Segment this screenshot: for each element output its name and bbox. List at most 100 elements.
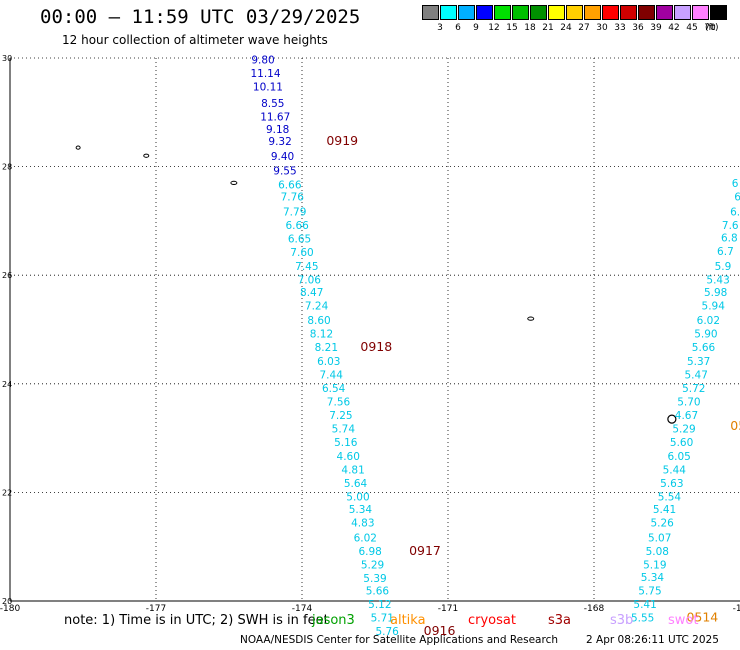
island-outline [230,180,238,185]
legend-swatch [710,5,727,20]
wave-height-value: 11.14 [250,68,280,80]
wave-height-value: 7.79 [283,206,306,218]
footer-note: note: 1) Time is in UTC; 2) SWH is in fe… [64,613,329,628]
wave-height-value: 6. [730,206,740,218]
legend-label: 39 [650,23,662,33]
satellite-cryosat: cryosat [468,613,516,628]
chart-subtitle: 12 hour collection of altimeter wave hei… [62,33,328,47]
wave-height-value: 7.24 [305,300,329,312]
x-tick-label: -168 [584,604,605,614]
x-tick-label: -174 [292,604,313,614]
legend-label: 18 [524,23,536,33]
x-tick-label: -171 [438,604,458,614]
wave-height-value: 5.34 [641,572,665,584]
wave-height-value: 6.02 [697,315,720,327]
legend-swatch [422,5,439,20]
wave-height-value: 5.55 [631,613,654,625]
wave-height-value: 5.29 [672,424,695,436]
wave-height-value: 5.34 [349,504,373,516]
satellite-altika: altika [390,613,426,628]
legend-swatch [620,5,637,20]
legend-units: (ft) [705,23,719,33]
legend-label: 15 [506,23,518,33]
pass-time-label: 0916 [424,623,456,638]
wave-height-value: 7.45 [295,261,318,273]
legend-swatch [566,5,583,20]
wave-height-value: 8.47 [300,287,323,299]
y-tick-label: 20 [2,597,12,606]
wave-height-value: 9.18 [266,124,289,136]
wave-height-value: 8.12 [310,329,333,341]
satellite-s3b: s3b [610,613,634,628]
wave-height-value: 4.67 [675,410,698,422]
pass-time-label: 0917 [409,543,441,558]
wave-height-value: 5.74 [332,424,356,436]
wave-height-value: 5.43 [706,274,729,286]
wave-height-value: 6.65 [288,234,311,246]
wave-height-value: 5.90 [694,329,717,341]
legend-swatch [530,5,547,20]
wave-height-value: 7.76 [281,191,305,203]
wave-height-value: 5.16 [334,437,358,449]
wave-height-value: 6.66 [278,179,302,191]
wave-height-value: 4.60 [337,451,360,463]
wave-height-value: 5.63 [660,478,683,490]
wave-height-value: 7.6 [722,220,739,232]
wave-height-value: 5.94 [702,300,726,312]
wave-height-value: 6.05 [667,451,690,463]
wave-height-value: 5.12 [368,599,391,611]
y-tick-label: 24 [2,380,12,389]
legend-label: 6 [455,23,461,33]
legend-swatch [476,5,493,20]
wave-height-value: 5.39 [363,573,386,585]
wave-height-value: 5.9 [715,261,732,273]
legend-label: 3 [437,23,443,33]
wave-height-value: 7.60 [290,247,313,259]
wave-height-value: 6.54 [322,383,346,395]
legend-swatch [494,5,511,20]
wave-height-value: 5.44 [663,464,687,476]
wave-height-value: 6.98 [358,546,381,558]
legend-swatch [440,5,457,20]
legend-label: 21 [542,23,554,33]
island-outline [527,316,535,321]
wave-height-value: 5.26 [650,518,674,530]
y-tick-label: 22 [2,488,12,497]
satellite-swot: swot [668,613,699,628]
wave-height-value: 4.83 [351,518,374,530]
x-tick-label: -180 [0,604,20,614]
wave-height-value: 6 [732,178,739,190]
wave-height-value: 11.67 [260,111,290,123]
island-outline [75,145,81,150]
generated-timestamp: 2 Apr 08:26:11 UTC 2025 [586,634,719,646]
legend-swatch [602,5,619,20]
y-tick-label: 30 [2,54,12,63]
wave-height-value: 8.21 [315,342,338,354]
chart-title: 00:00 — 11:59 UTC 03/29/2025 [40,6,361,28]
wave-height-value: 5.60 [670,437,693,449]
wave-height-value: 5.47 [685,369,708,381]
wave-height-value: 5.70 [677,397,700,409]
wave-height-value: 7.44 [320,369,344,381]
wave-height-value: 5.66 [692,342,716,354]
wave-height-value: 6.8 [721,233,738,245]
wave-height-value: 6 [734,191,740,203]
pass-time-label: 0514 [686,610,718,625]
wave-height-value: 5.37 [687,356,710,368]
legend-swatch [458,5,475,20]
x-tick-label: -177 [146,604,166,614]
legend-swatch [674,5,691,20]
pass-time-label: 0918 [360,339,392,354]
legend-swatch [638,5,655,20]
legend-label: 9 [473,23,479,33]
legend-swatch [512,5,529,20]
wave-height-value: 5.08 [646,546,669,558]
wave-height-value: 9.55 [273,166,296,178]
wave-height-value: 7.56 [327,397,351,409]
wave-height-value: 5.76 [375,626,399,638]
credit-text: NOAA/NESDIS Center for Satellite Applica… [240,634,558,646]
wave-height-value: 6.02 [354,532,377,544]
x-tick-label: -16 [733,604,740,614]
wave-height-value: 5.29 [361,559,384,571]
